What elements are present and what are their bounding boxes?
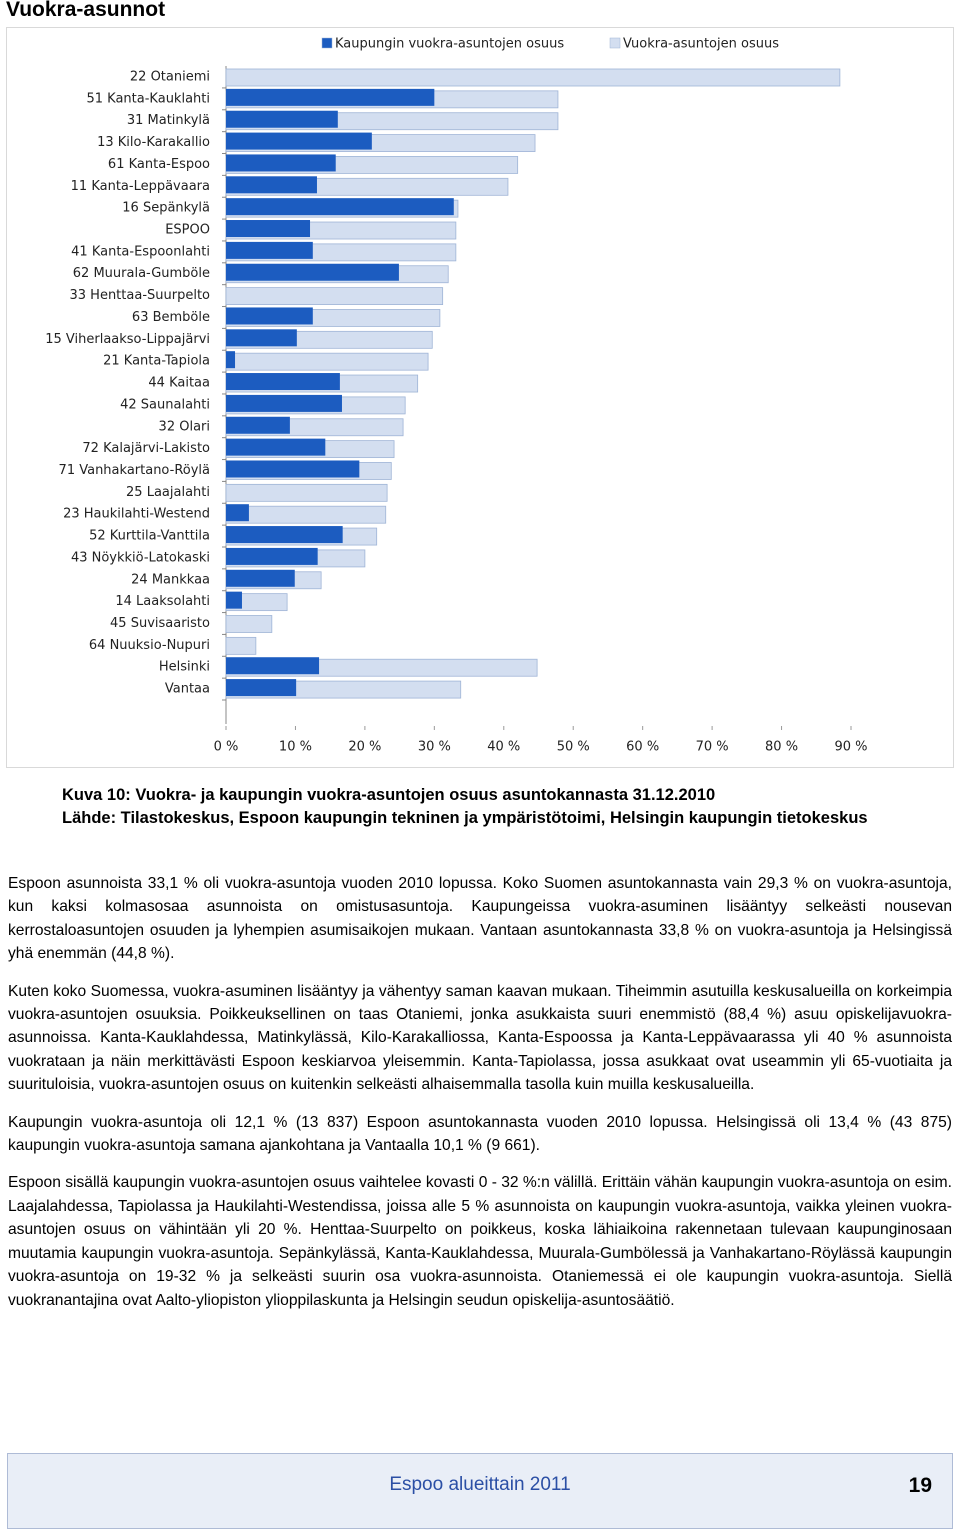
y-tick-label: 32 Olari [159,419,210,434]
x-tick-label: 40 % [487,740,520,755]
y-tick-label: 62 Muurala-Gumböle [73,266,210,281]
bar-city [226,198,454,216]
y-tick-label: 41 Kanta-Espoonlahti [71,244,210,259]
y-tick-label: 51 Kanta-Kauklahti [87,91,211,106]
bar-city [226,547,318,565]
x-tick-label: 60 % [626,740,659,755]
bar-city [226,154,336,172]
legend-swatch [321,37,333,49]
chart-frame [6,27,954,768]
y-tick-label: 14 Laaksolahti [115,594,210,609]
x-tick-label: 70 % [696,740,729,755]
x-tick-label: 90 % [834,740,867,755]
y-tick-label: 33 Henttaa-Suurpelto [70,288,211,303]
bar-city [226,438,326,456]
bar-city [226,569,295,587]
y-tick-label: ESPOO [165,223,210,238]
x-tick-label: 10 % [279,740,312,755]
y-tick-label: 61 Kanta-Espoo [108,157,210,172]
body-text: Espoon asunnoista 33,1 % oli vuokra-asun… [8,872,952,1326]
y-tick-label: 24 Mankkaa [131,572,210,587]
bar-total [225,483,388,502]
bar-city [226,394,342,412]
bar-city [226,679,297,697]
y-tick-label: 22 Otaniemi [130,70,210,85]
bar-city [226,416,290,434]
bar-city [226,657,320,675]
source: Lähde: Tilastokeskus, Espoon kaupungin t… [62,809,868,827]
y-tick-label: 72 Kalajärvi-Lakisto [82,441,210,456]
y-tick-label: 45 Suvisaaristo [110,616,210,631]
bar-city [226,329,297,347]
bar-city [226,307,313,325]
legend-label: Kaupungin vuokra-asuntojen osuus [335,37,564,52]
paragraph: Espoon asunnoista 33,1 % oli vuokra-asun… [8,875,952,963]
bar-city [226,241,313,259]
section-title: Vuokra-asunnot [6,0,166,21]
y-tick-label: Helsinki [159,660,210,675]
chart: 0 % 10 % 20 % 30 % 40 % 50 % 60 % 70 % 80 % 90 % 2… [6,27,954,768]
paragraph: Espoon sisällä kaupungin vuokra-asuntoje… [8,1174,952,1309]
y-tick-label: 52 Kurttila-Vanttila [89,529,210,544]
y-tick-label: 11 Kanta-Leppävaara [71,179,210,194]
bar-city [226,132,372,150]
bar-total [225,68,841,87]
bar-total [225,505,387,524]
y-tick-label: 64 Nuuksio-Nupuri [89,638,210,653]
x-tick-label: 50 % [557,740,590,755]
y-tick-label: 31 Matinkylä [127,113,210,128]
bar-city [226,504,249,522]
y-tick-label: 71 Vanhakartano-Röylä [59,463,210,478]
legend-swatch [609,37,621,49]
y-tick-label: 15 Viherlaakso-Lippajärvi [45,332,210,347]
y-tick-label: 42 Saunalahti [120,397,210,412]
page-number: 19 [908,1474,932,1497]
footer: Espoo alueittain 2011 19 [7,1453,953,1529]
bar-city [226,591,242,609]
y-tick-label: Vantaa [165,682,210,697]
bar-city [226,110,338,128]
bar-total [225,636,257,655]
caption-block: Kuva 10: Vuokra- ja kaupungin vuokra-asu… [62,784,902,830]
bar-total [225,287,444,306]
x-tick-label: 80 % [765,740,798,755]
x-tick-label: 30 % [418,740,451,755]
bar-city [226,460,360,478]
x-tick-label: 20 % [348,740,381,755]
caption: Kuva 10: Vuokra- ja kaupungin vuokra-asu… [62,786,716,804]
bar-city [226,263,399,281]
bar-city [226,351,236,369]
bar-city [226,88,435,106]
footer-text: Espoo alueittain 2011 [389,1474,571,1495]
bar-city [226,176,317,194]
y-tick-label: 25 Laajalahti [126,485,210,500]
y-tick-label: 43 Nöykkiö-Latokaski [71,550,210,565]
bar-total [225,615,273,633]
y-tick-label: 23 Haukilahti-Westend [63,507,210,522]
y-tick-label: 44 Kaitaa [148,376,210,391]
bar-city [226,373,340,391]
bar-total [225,352,429,371]
paragraph: Kaupungin vuokra-asuntoja oli 12,1 % (13… [8,1113,952,1155]
y-tick-label: 16 Sepänkylä [122,201,210,216]
legend-label: Vuokra-asuntojen osuus [623,37,779,52]
bar-city [226,526,343,544]
bar-city [226,220,311,238]
y-tick-label: 63 Bemböle [132,310,210,325]
y-tick-label: 21 Kanta-Tapiola [103,354,210,369]
x-tick-label: 0 % [214,740,239,755]
paragraph: Kuten koko Suomessa, vuokra-asuminen lis… [8,982,952,1094]
y-tick-label: 13 Kilo-Karakallio [97,135,210,150]
